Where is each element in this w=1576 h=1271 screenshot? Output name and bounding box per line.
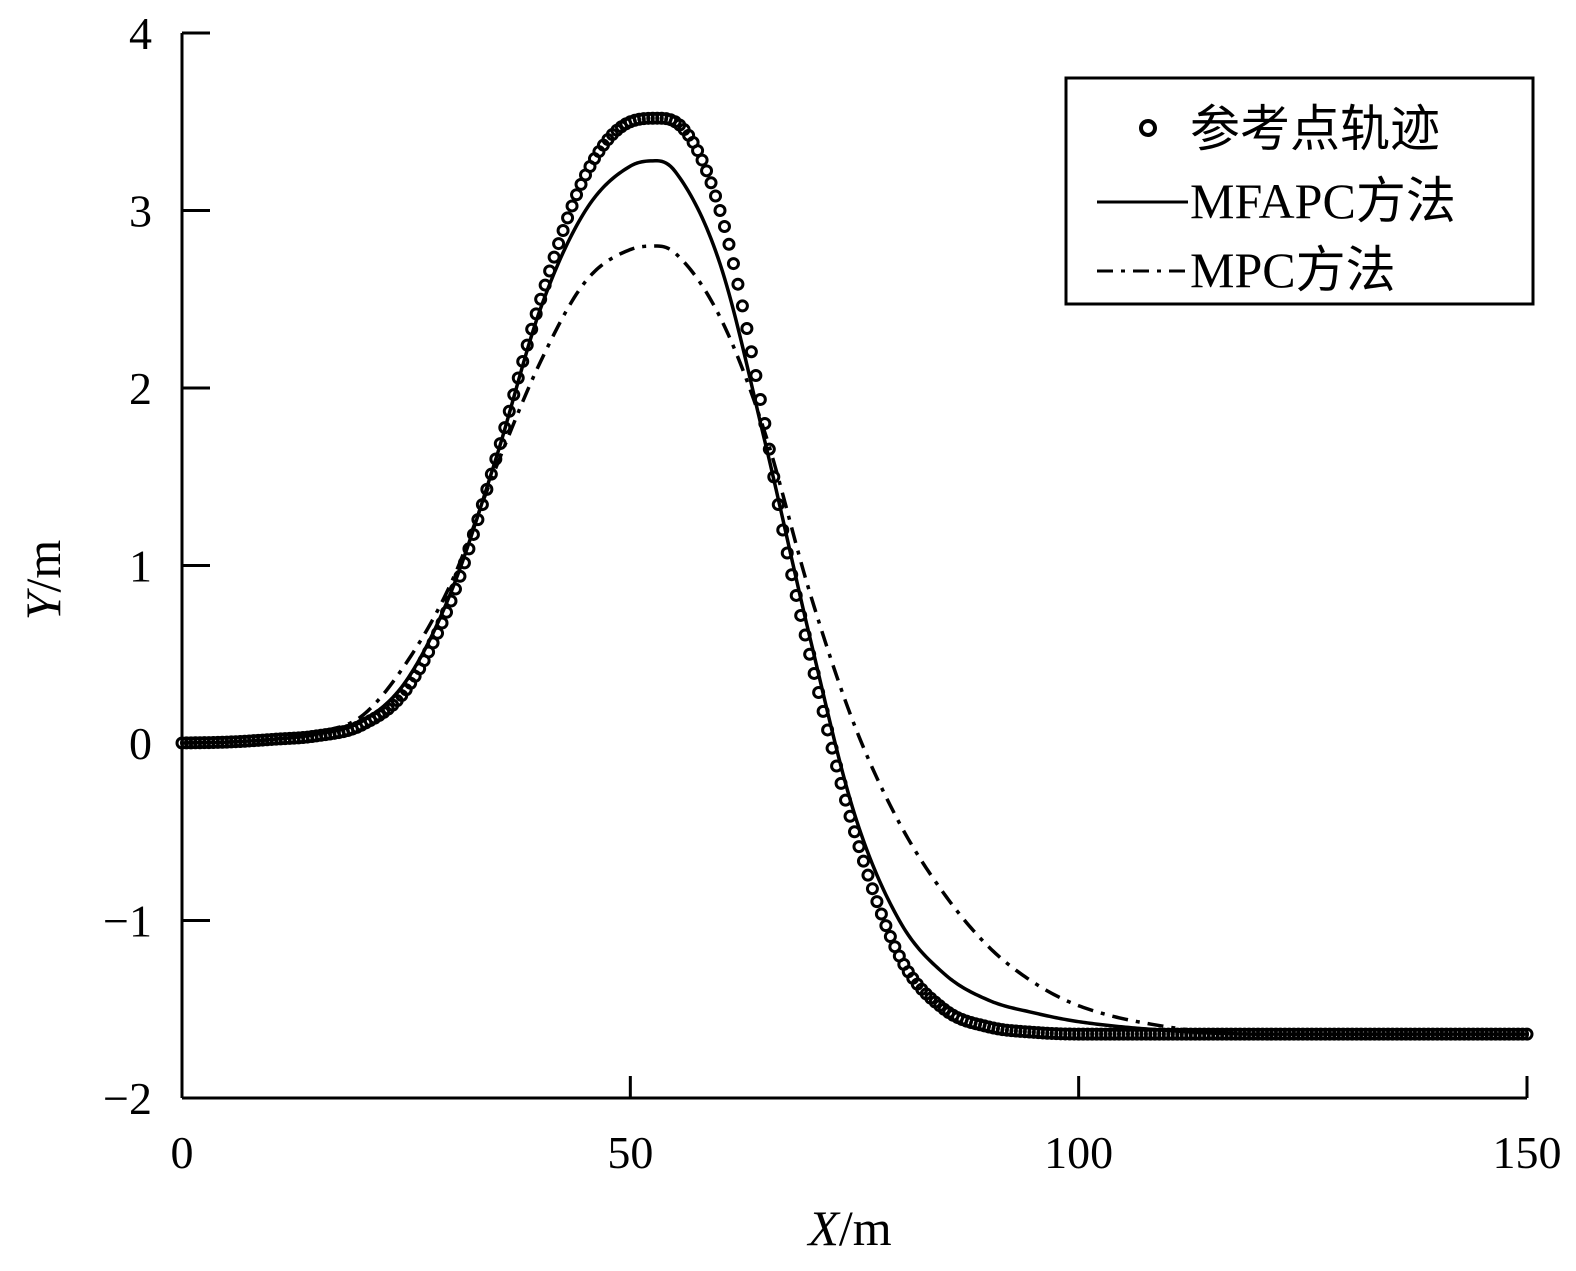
reference-point: [556, 223, 570, 237]
y-tick-label: −2: [103, 1073, 152, 1124]
reference-point: [870, 895, 884, 909]
reference-point: [709, 189, 723, 203]
axis-ticks: 0 50 100 150 −2 −1 0 1 2 3 4: [103, 8, 1561, 1178]
reference-point: [744, 345, 758, 359]
y-tick-label: 3: [129, 186, 152, 237]
x-tick-label: 100: [1044, 1127, 1113, 1178]
reference-point: [695, 153, 709, 167]
mpc-line: [181, 244, 1527, 1036]
legend-marker-reference: [1139, 119, 1157, 137]
legend-label-mpc: MPC方法: [1190, 242, 1396, 298]
reference-point: [731, 277, 745, 291]
reference-point: [735, 299, 749, 313]
x-axis-title: X/m: [806, 1200, 891, 1256]
x-tick-label: 50: [607, 1127, 653, 1178]
y-tick-label: 0: [129, 718, 152, 769]
reference-point: [561, 211, 575, 225]
x-tick-label: 0: [171, 1127, 194, 1178]
series-group: [175, 111, 1534, 1041]
reference-point: [552, 237, 566, 251]
reference-point: [879, 919, 893, 933]
y-axis-title: Y/m: [15, 540, 71, 621]
reference-point: [749, 369, 763, 382]
reference-point: [726, 257, 740, 271]
reference-point: [856, 854, 870, 868]
reference-point: [704, 176, 718, 190]
y-tick-label: 2: [129, 363, 152, 414]
reference-point: [547, 250, 561, 264]
reference-point: [565, 199, 579, 213]
reference-point: [883, 930, 897, 944]
legend: 参考点轨迹 MFAPC方法 MPC方法: [1064, 76, 1535, 306]
reference-point: [865, 882, 879, 896]
reference-point: [722, 237, 736, 251]
reference-point: [874, 907, 888, 921]
reference-point: [852, 840, 866, 854]
legend-label-reference: 参考点轨迹: [1190, 101, 1440, 157]
legend-box: [1064, 76, 1535, 306]
reference-point: [740, 322, 754, 335]
y-tick-label: −1: [103, 896, 152, 947]
reference-point: [780, 546, 794, 560]
reference-point: [700, 164, 714, 178]
reference-point: [570, 188, 584, 202]
reference-point: [717, 220, 731, 234]
legend-label-mfapc: MFAPC方法: [1190, 173, 1456, 229]
reference-point: [861, 868, 875, 882]
y-tick-label: 1: [129, 541, 152, 592]
x-tick-label: 150: [1493, 1127, 1562, 1178]
reference-point: [713, 204, 727, 217]
y-tick-label: 4: [129, 8, 152, 59]
